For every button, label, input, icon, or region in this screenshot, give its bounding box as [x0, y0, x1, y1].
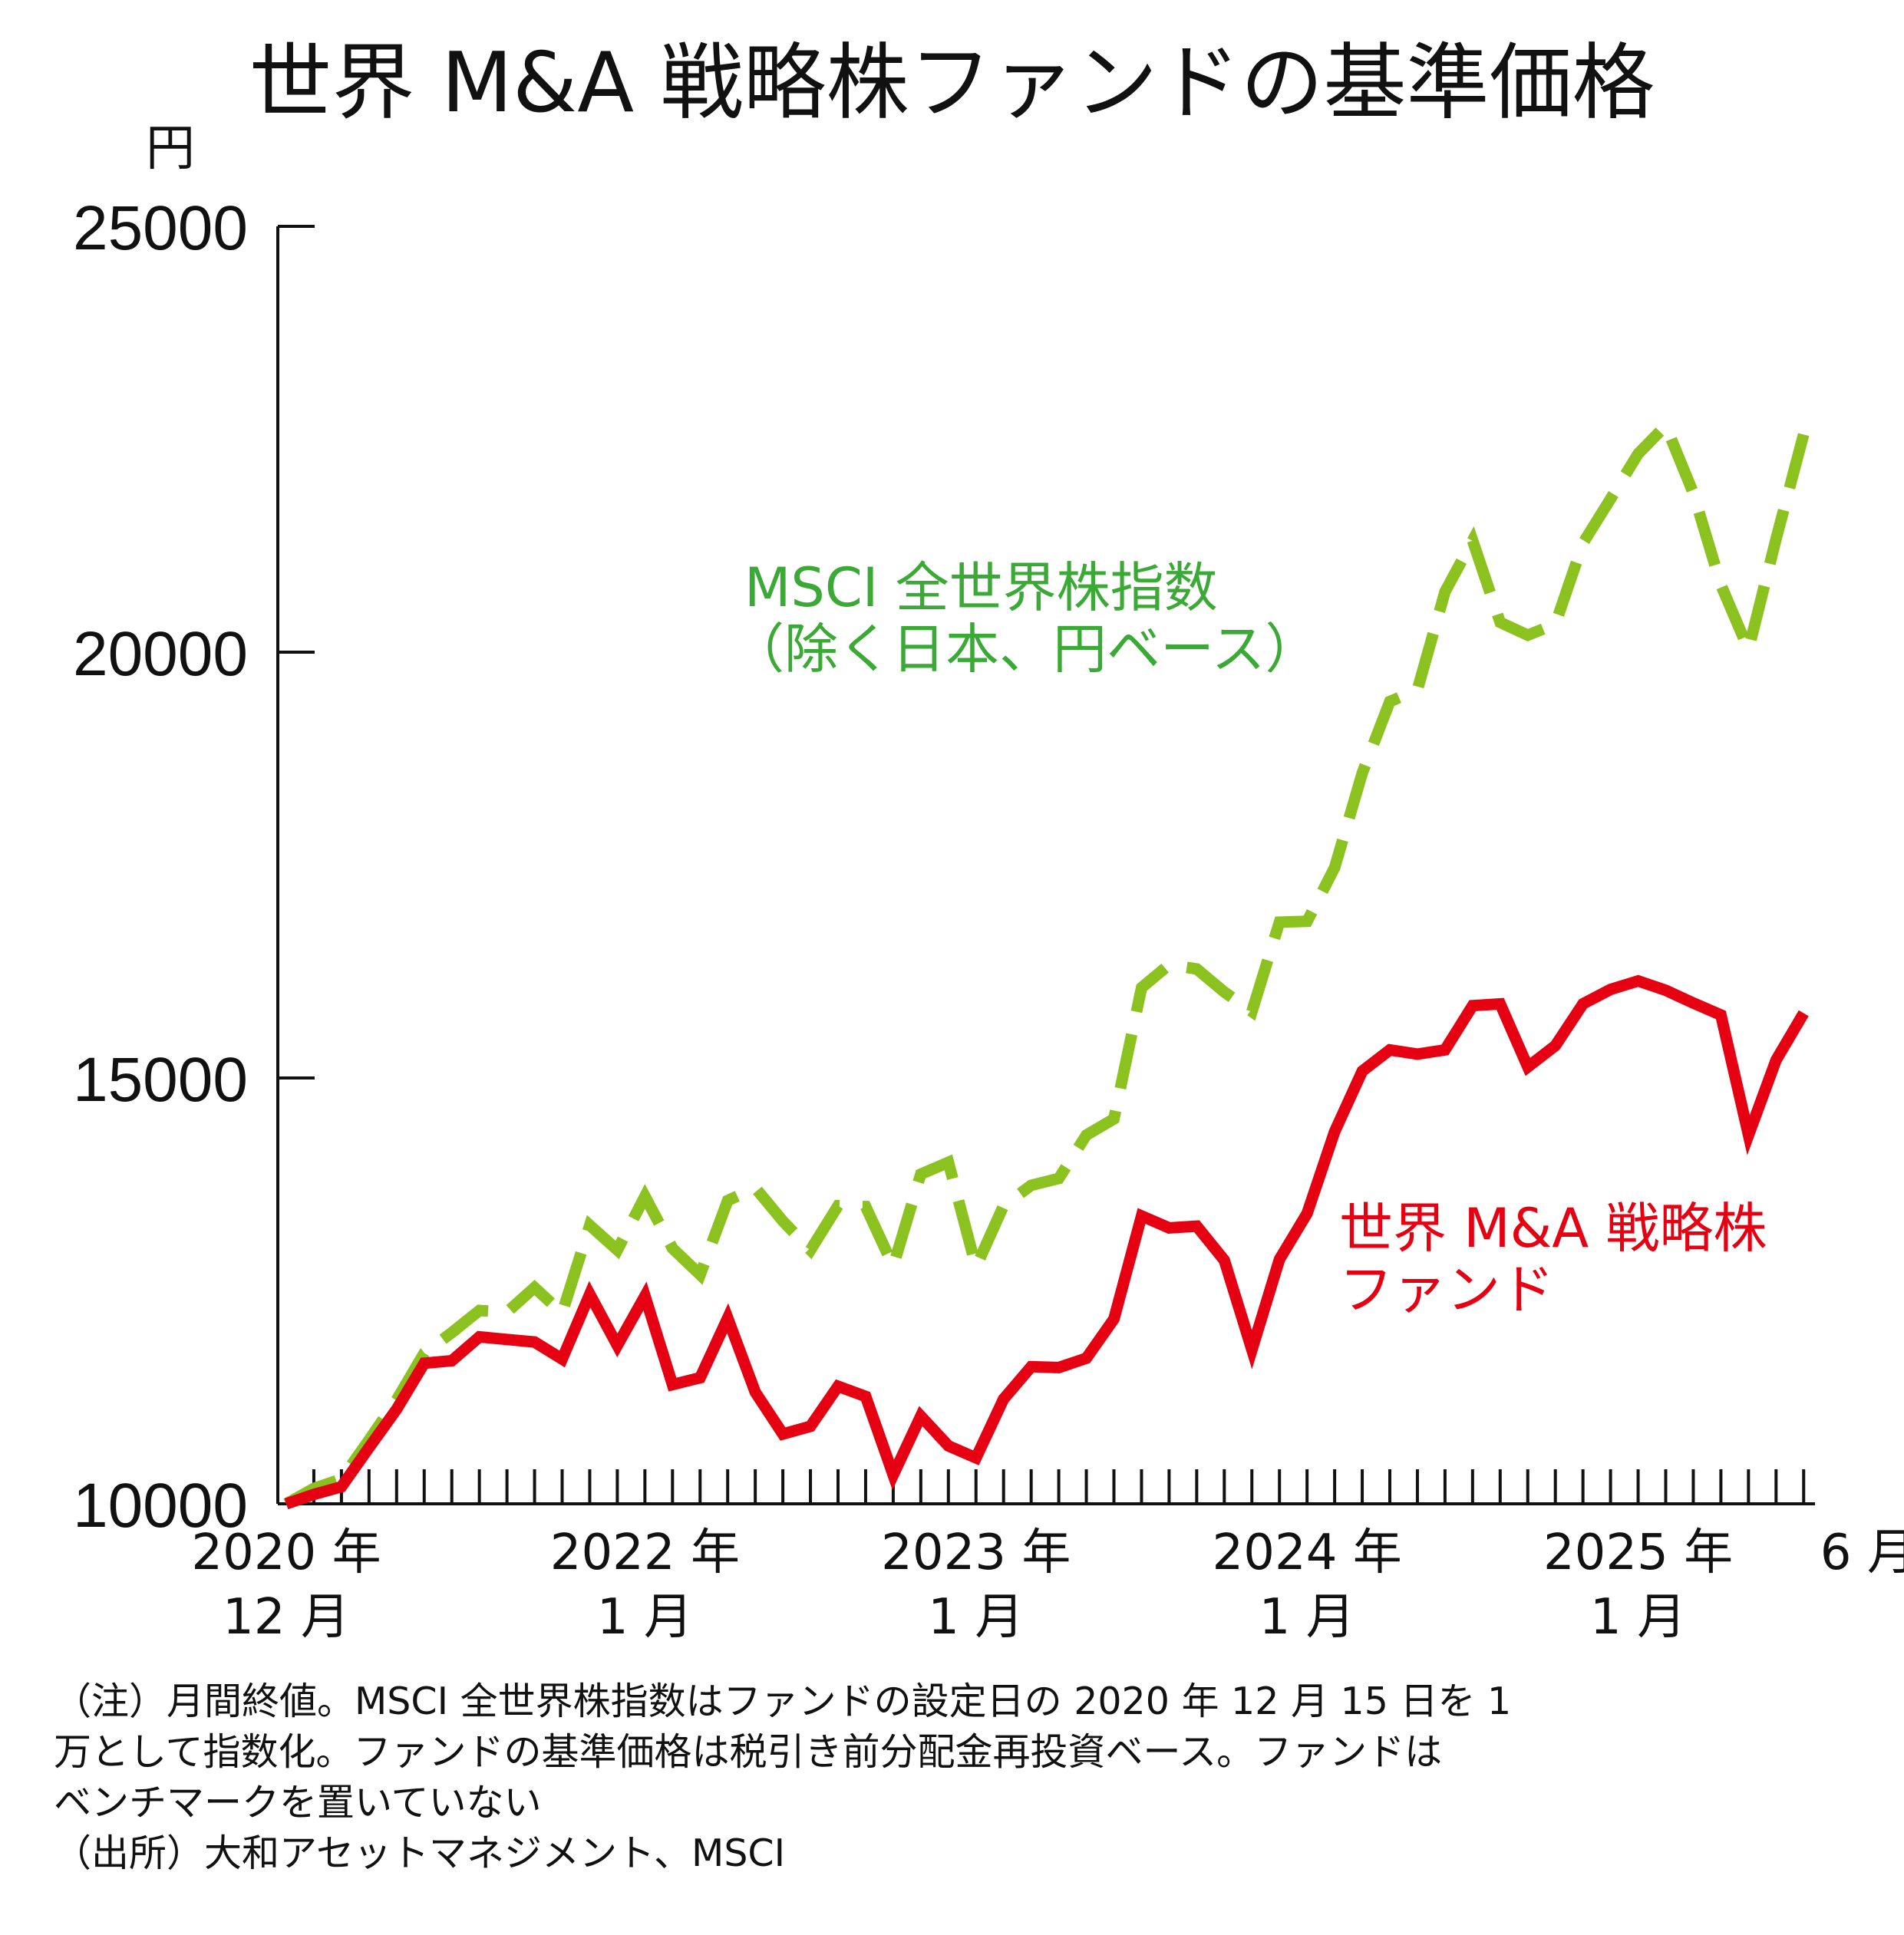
note-line: （注）月間終値。MSCI 全世界株指数はファンドの設定日の 2020 年 12 … [54, 1680, 1512, 1723]
y-tick-label: 10000 [73, 1471, 248, 1541]
x-tick-label: 2022 年 [550, 1525, 740, 1581]
fund-series-line [284, 974, 1809, 1510]
chart-title: 世界 M&A 戦略株ファンドの基準価格 [249, 35, 1655, 131]
line-chart: 円 10000 15000 20000 25000 2020 年 12 月 2022 年 1 … [73, 120, 1904, 1646]
x-tick-label: 6 月 [1820, 1525, 1904, 1581]
y-tick-label: 25000 [73, 193, 248, 263]
fund-series-label-line-2: ファンド [1339, 1258, 1554, 1321]
msci-series-label-line-1: MSCI 全世界株指数 [744, 556, 1218, 619]
x-tick-label: 1 月 [928, 1589, 1024, 1646]
fund-series-label-line-1: 世界 M&A 戦略株 [1339, 1197, 1767, 1260]
series-layer [283, 415, 1810, 1510]
y-tick-label: 20000 [73, 619, 248, 689]
x-tick-label: 12 月 [223, 1589, 350, 1646]
y-axis-unit-label: 円 [146, 120, 195, 177]
notes: （注）月間終値。MSCI 全世界株指数はファンドの設定日の 2020 年 12 … [54, 1676, 1865, 1879]
msci-series-label-line-2: （除く日本、円ベース） [731, 618, 1319, 681]
x-tick-label: 1 月 [1259, 1589, 1355, 1646]
msci-series-line [283, 415, 1810, 1509]
note-line: ベンチマークを置いていない [54, 1781, 542, 1825]
axes: 10000 15000 20000 25000 2020 年 12 月 2022 年 1 月 2… [73, 193, 1904, 1646]
x-tick-label: 2020 年 [191, 1525, 381, 1581]
x-tick-label: 2025 年 [1543, 1525, 1733, 1581]
x-tick-label: 2023 年 [881, 1525, 1071, 1581]
note-line: 万として指数化。ファンドの基準価格は税引き前分配金再投資ベース。ファンドは [54, 1730, 1443, 1774]
x-tick-label: 2024 年 [1213, 1525, 1402, 1581]
y-tick-label: 15000 [73, 1045, 248, 1115]
x-tick-label: 1 月 [1590, 1589, 1686, 1646]
x-tick-label: 1 月 [597, 1589, 693, 1646]
source-line: （出所）大和アセットマネジメント、MSCI [54, 1831, 786, 1875]
